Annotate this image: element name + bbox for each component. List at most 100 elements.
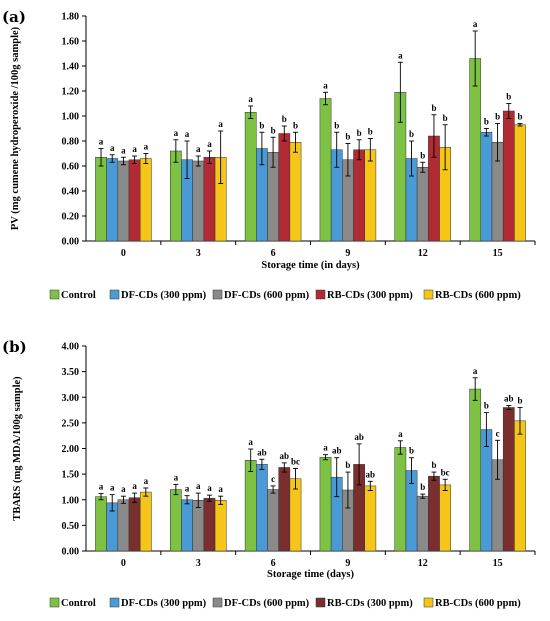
significance-letter: a [323,80,328,90]
significance-letter: b [271,125,276,135]
bar [214,500,227,552]
bar [439,484,451,552]
significance-letter: a [398,50,403,60]
y-tick-label: 1.20 [62,87,80,98]
y-tick-label: 4.00 [62,342,80,353]
significance-letter: b [293,120,298,130]
bar [428,475,440,552]
legend: Control DF-CDs (300 ppm) DF-CDs (600 ppm) R… [49,597,521,609]
chart-panel-0: (a) 0.00 0.20 0.40 0.60 0.80 1.00 1.20 1.40 1.60 1… [2,8,536,301]
bar [480,132,493,242]
bar [244,460,257,552]
x-tick-label: 9 [345,248,350,259]
legend-swatch [423,597,434,608]
y-axis-title: PV (mg cumene hydroperoxide /100g sample… [10,26,21,230]
bar [170,489,182,552]
bar [416,495,429,552]
significance-letter: a [323,443,328,453]
bar [278,133,291,242]
bar [117,499,130,552]
bar [502,110,515,242]
legend-label: RB-CDs (600 ppm) [435,598,521,609]
significance-letter: b [431,460,436,470]
bar [170,150,182,242]
significance-letter: a [174,128,179,138]
legend-label: DF-CDs (300 ppm) [121,598,207,609]
significance-letter: b [357,128,362,138]
x-tick-label: 15 [493,248,503,259]
y-tick-label: 0.20 [62,212,80,223]
significance-letter: a [207,483,212,493]
bar [319,98,332,242]
significance-letter: b [517,396,522,406]
bar [514,420,526,552]
bar [203,157,216,242]
y-tick-label: 2.50 [62,418,80,429]
bar [95,157,107,242]
bar [514,124,526,242]
bar [278,467,291,552]
bar [117,160,130,242]
bar [192,160,205,242]
bar [256,464,268,552]
y-tick-label: 1.80 [62,12,80,23]
significance-letter: a [99,137,104,147]
bar [106,158,119,242]
y-tick-label: 1.00 [62,112,80,123]
significance-letter: a [121,484,126,494]
significance-letter: a [132,481,137,491]
y-tick-label: 3.50 [62,367,80,378]
legend-swatch [423,289,434,300]
y-tick-label: 0.50 [62,521,80,532]
significance-letter: bc [291,456,300,466]
bar [128,497,141,552]
bar [139,491,152,552]
significance-letter: a [110,483,115,493]
x-axis-title: Storage time (in days) [261,260,360,271]
bar [289,478,302,552]
significance-letter: a [196,481,201,491]
significance-letter: a [185,129,190,139]
bar [469,388,482,552]
significance-letter: a [99,482,104,492]
bar [319,456,332,552]
significance-letter: b [431,103,436,113]
significance-letter: b [334,120,339,130]
significance-letter: a [473,19,478,29]
bar [203,497,216,552]
legend: Control DF-CDs (300 ppm) DF-CDs (600 ppm) R… [49,289,521,301]
significance-letter: a [144,142,149,152]
legend-label: RB-CDs (600 ppm) [435,290,521,301]
significance-letter: a [144,476,149,486]
significance-letter: b [420,482,425,492]
legend-label: RB-CDs (300 ppm) [327,290,413,301]
significance-letter: c [271,474,275,484]
significance-letter: ab [280,451,290,461]
bar [267,489,279,552]
significance-letter: ab [257,447,267,457]
significance-letter: c [496,428,500,438]
significance-letter: b [345,132,350,142]
significance-letter: ab [354,432,364,442]
bar [181,499,193,552]
significance-letter: a [248,94,253,104]
legend-swatch [109,597,120,608]
x-tick-label: 12 [418,248,428,259]
significance-letter: b [345,460,350,470]
y-tick-label: 2.00 [62,444,80,455]
legend-swatch [109,289,120,300]
panel-label: (b) [2,338,27,356]
x-tick-label: 15 [493,558,503,569]
x-tick-label: 0 [121,558,126,569]
significance-letter: ab [332,446,342,456]
significance-letter: b [259,120,264,130]
y-tick-label: 0.00 [62,237,80,248]
legend-label: DF-CDs (600 ppm) [224,598,310,609]
bar [139,158,152,242]
significance-letter: a [185,484,190,494]
legend-swatch [49,597,60,608]
significance-letter: b [420,150,425,160]
bar [364,485,377,552]
significance-letter: a [218,119,223,129]
